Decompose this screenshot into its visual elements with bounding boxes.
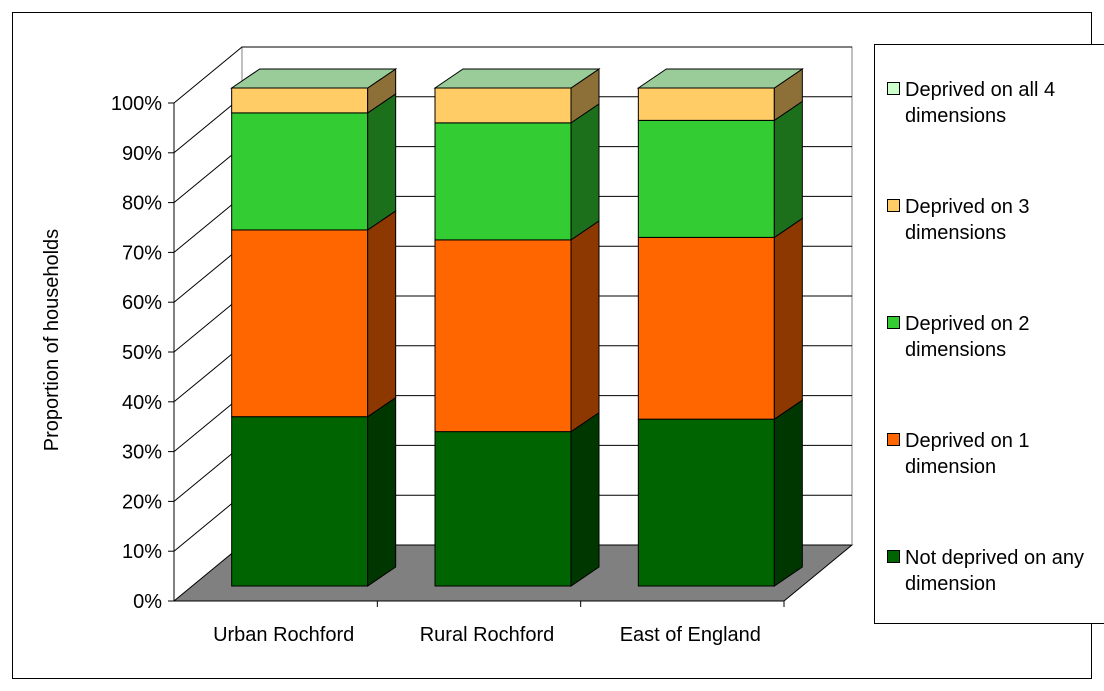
y-tick-label: 30% bbox=[122, 442, 162, 464]
y-tick-label: 20% bbox=[122, 491, 162, 513]
bar-segment bbox=[435, 88, 571, 123]
x-tick-label: Urban Rochford bbox=[213, 624, 354, 646]
bar-top bbox=[232, 69, 396, 88]
y-tick-label: 80% bbox=[122, 193, 162, 215]
bar-stack-2 bbox=[638, 69, 802, 586]
x-tick-label: Rural Rochford bbox=[420, 624, 555, 646]
legend-label: Deprived on 3 dimensions bbox=[905, 194, 1104, 246]
bar-segment-side bbox=[571, 413, 599, 586]
bar-segment-side bbox=[774, 400, 802, 586]
bar-top bbox=[435, 69, 599, 88]
legend-label: Deprived on 2 dimensions bbox=[905, 311, 1104, 363]
bar-segment-side bbox=[368, 398, 396, 586]
bar-segment-side bbox=[774, 101, 802, 237]
bar-segment-side bbox=[368, 94, 396, 230]
y-tick-label: 0% bbox=[133, 591, 162, 613]
y-tick-label: 90% bbox=[122, 143, 162, 165]
y-tick-label: 10% bbox=[122, 541, 162, 563]
legend-swatch bbox=[887, 550, 900, 563]
y-tick-label: 100% bbox=[111, 93, 162, 115]
legend-label: Deprived on all 4 dimensions bbox=[905, 77, 1104, 129]
bar-segment-side bbox=[571, 104, 599, 240]
legend-swatch bbox=[887, 316, 900, 329]
x-tick-label: East of England bbox=[620, 624, 761, 646]
bar-stack-0 bbox=[232, 69, 396, 586]
bar-segment bbox=[232, 113, 368, 230]
bar-segment bbox=[638, 88, 774, 120]
chart-legend: Deprived on all 4 dimensions Deprived on … bbox=[874, 44, 1104, 624]
bar-segment bbox=[232, 88, 368, 113]
bar-segment bbox=[435, 432, 571, 586]
legend-item: Deprived on all 4 dimensions bbox=[887, 77, 1104, 129]
bar-segment bbox=[638, 419, 774, 586]
bar-segment bbox=[638, 237, 774, 419]
legend-label: Not deprived on any dimension bbox=[905, 545, 1104, 597]
legend-swatch bbox=[887, 433, 900, 446]
legend-swatch bbox=[887, 199, 900, 212]
legend-swatch bbox=[887, 82, 900, 95]
legend-item: Deprived on 2 dimensions bbox=[887, 311, 1104, 363]
bar-segment bbox=[435, 240, 571, 432]
legend-item: Deprived on 3 dimensions bbox=[887, 194, 1104, 246]
bar-segment-side bbox=[368, 211, 396, 417]
chart-bars bbox=[232, 69, 803, 586]
y-tick-label: 70% bbox=[122, 242, 162, 264]
y-tick-label: 50% bbox=[122, 342, 162, 364]
y-axis-label: Proportion of households bbox=[41, 229, 63, 451]
bar-segment bbox=[232, 230, 368, 417]
bar-top bbox=[638, 69, 802, 88]
bar-segment-side bbox=[571, 221, 599, 432]
bar-segment bbox=[435, 123, 571, 240]
y-tick-label: 40% bbox=[122, 392, 162, 414]
legend-item: Not deprived on any dimension bbox=[887, 545, 1104, 597]
bar-segment bbox=[638, 120, 774, 237]
bar-stack-1 bbox=[435, 69, 599, 586]
legend-item: Deprived on 1 dimension bbox=[887, 428, 1104, 480]
bar-segment-side bbox=[774, 218, 802, 419]
bar-segment bbox=[232, 417, 368, 586]
legend-label: Deprived on 1 dimension bbox=[905, 428, 1104, 480]
y-tick-label: 60% bbox=[122, 292, 162, 314]
